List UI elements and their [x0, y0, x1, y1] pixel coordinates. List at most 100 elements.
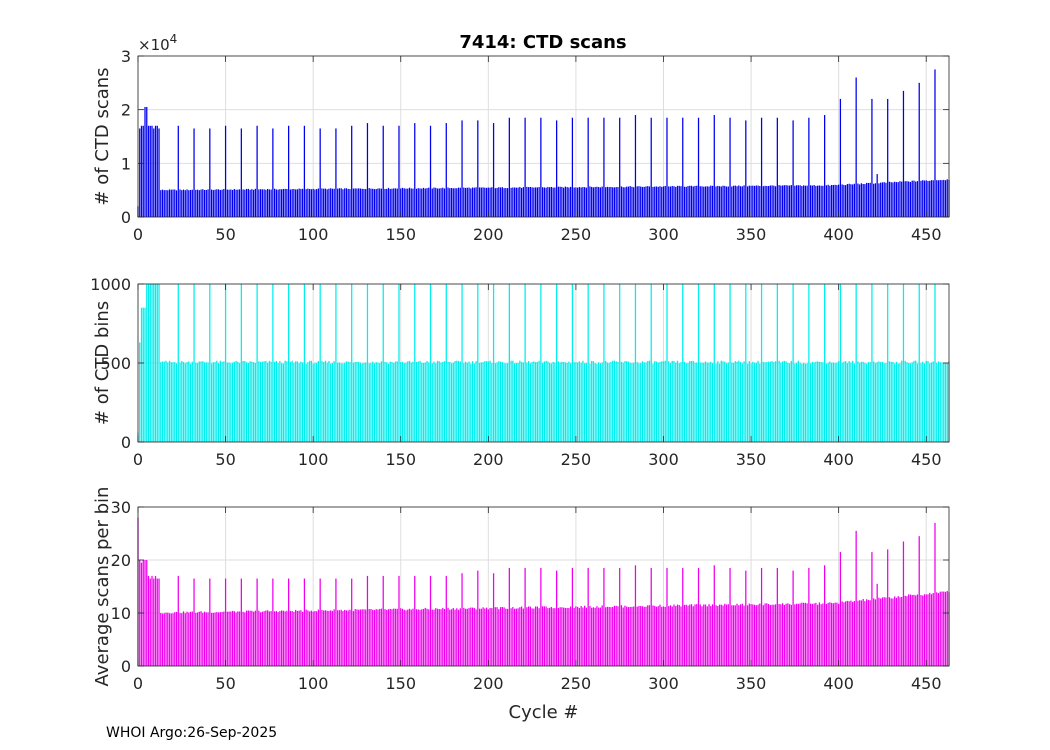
bar-scans	[929, 180, 931, 217]
bar-average	[864, 601, 866, 666]
bar-scans	[156, 125, 158, 217]
bar-bins	[738, 360, 740, 442]
bar-scans	[631, 186, 633, 217]
bar-average	[331, 610, 334, 666]
bar-scans	[692, 186, 694, 217]
bar-bins	[790, 360, 792, 442]
bar-scans	[890, 182, 892, 217]
bar-scans	[295, 189, 297, 217]
bar-bins	[314, 362, 316, 442]
bar-scans	[575, 187, 577, 217]
bar-scans	[440, 188, 442, 217]
bar-bins	[809, 363, 812, 442]
bar-average	[571, 567, 574, 666]
x-tick-label: 400	[823, 225, 854, 244]
bar-bins	[937, 361, 940, 442]
bar-scans	[862, 184, 864, 217]
bar-average	[270, 611, 272, 666]
bar-bins	[939, 362, 941, 442]
bar-average	[853, 601, 856, 666]
bar-scans	[729, 117, 731, 217]
bar-bins	[172, 362, 174, 442]
bar-average	[650, 567, 652, 666]
bar-scans	[366, 123, 369, 217]
bar-scans	[387, 187, 390, 217]
bar-average	[570, 606, 572, 666]
bar-bins	[237, 361, 239, 442]
bar-average	[841, 601, 843, 666]
bar-scans	[657, 186, 659, 217]
bar-bins	[874, 363, 877, 442]
bar-bins	[690, 361, 693, 442]
bar-bins	[165, 360, 167, 442]
bar-scans	[252, 189, 255, 217]
bar-average	[161, 613, 164, 666]
bar-average	[498, 609, 500, 666]
bar-average	[217, 612, 220, 666]
bar-bins	[871, 284, 873, 442]
bar-average	[641, 606, 644, 666]
bar-bins	[773, 362, 775, 442]
bar-average	[655, 606, 658, 666]
bar-average	[552, 608, 554, 666]
bar-scans	[422, 187, 425, 217]
bar-bins	[764, 362, 766, 442]
bar-scans	[175, 190, 178, 217]
bar-scans	[168, 189, 171, 217]
bar-average	[274, 611, 276, 666]
bar-scans	[312, 188, 314, 217]
bar-average	[934, 522, 936, 666]
bar-average	[834, 602, 836, 666]
axes-frame	[137, 506, 950, 667]
bar-bins	[724, 361, 726, 442]
panel-scans: 0 50 100 150 200 250 300 350 400 450 0 1 2 3 # of CTD …	[92, 32, 950, 244]
bar-bins	[394, 361, 397, 442]
bar-scans	[640, 186, 642, 217]
bar-bins	[312, 363, 314, 442]
bar-average	[237, 611, 239, 666]
bar-scans	[217, 189, 220, 217]
bar-bins	[834, 363, 836, 442]
bar-average	[536, 606, 538, 666]
bar-average	[850, 600, 852, 666]
bar-scans	[832, 184, 835, 217]
bar-bins	[291, 360, 293, 442]
bar-average	[911, 594, 913, 666]
bar-average	[608, 606, 610, 666]
bar-bins	[706, 362, 708, 442]
bar-scans	[182, 189, 185, 217]
bar-scans	[550, 186, 553, 217]
bar-scans	[351, 125, 353, 217]
bar-scans	[934, 69, 936, 217]
bar-scans	[915, 181, 917, 217]
bar-bins	[484, 361, 486, 442]
bar-average	[527, 606, 530, 666]
bar-scans	[759, 185, 761, 217]
bar-scans	[519, 186, 521, 217]
bar-average	[424, 607, 426, 666]
bar-average	[599, 607, 602, 666]
bar-bins	[286, 361, 288, 442]
bar-average	[734, 605, 736, 666]
bar-bins	[424, 362, 426, 442]
bar-bins	[815, 361, 817, 442]
x-tick-label: 0	[133, 674, 143, 693]
bar-bins	[205, 362, 207, 442]
bar-average	[316, 611, 318, 666]
bar-bins	[440, 362, 442, 442]
bar-scans	[517, 187, 519, 217]
bar-bins	[549, 362, 551, 442]
bar-average	[824, 565, 826, 666]
bar-average	[918, 536, 920, 666]
bar-bins	[650, 284, 652, 442]
bar-scans	[163, 190, 165, 217]
bar-bins	[755, 362, 757, 442]
bar-scans	[802, 185, 805, 217]
bar-bins	[422, 362, 425, 442]
bar-average	[694, 604, 696, 666]
bar-bins	[480, 362, 482, 442]
bar-average	[147, 575, 150, 666]
bar-scans	[734, 185, 736, 217]
bar-average	[459, 608, 461, 666]
bar-scans	[788, 185, 791, 217]
